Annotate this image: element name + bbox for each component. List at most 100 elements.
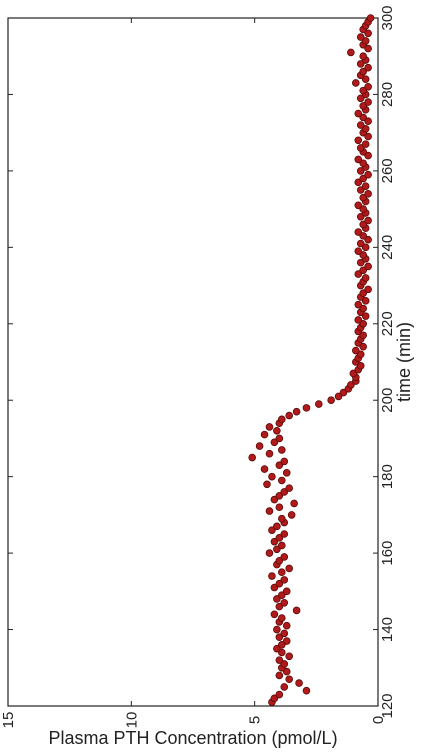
data-point (268, 472, 276, 481)
x-axis-title: time (min) (394, 322, 414, 402)
data-point (354, 178, 363, 187)
data-point (359, 205, 368, 213)
data-point (347, 381, 355, 389)
x-tick-label: 160 (379, 541, 396, 566)
data-point (354, 109, 363, 118)
x-tick-label: 300 (379, 5, 396, 30)
data-point (295, 679, 303, 687)
data-point (364, 29, 372, 38)
x-tick-label: 120 (379, 693, 396, 718)
data-point (356, 94, 365, 103)
data-point (314, 400, 323, 408)
data-point (364, 132, 372, 141)
data-point (302, 404, 311, 412)
data-point (277, 476, 286, 485)
data-point (361, 75, 370, 83)
data-point (361, 182, 370, 190)
x-tick-label: 200 (379, 388, 396, 413)
x-tick-label: 180 (379, 464, 396, 489)
data-point (354, 136, 363, 145)
data-point (285, 675, 294, 684)
data-point (356, 186, 365, 194)
data-point (273, 595, 281, 603)
data-point (277, 568, 286, 577)
data-point (275, 491, 284, 500)
data-point (265, 507, 274, 515)
data-point (265, 423, 274, 431)
data-point (275, 461, 284, 470)
data-point (364, 285, 372, 294)
data-point (361, 125, 370, 133)
data-point (285, 564, 294, 573)
data-point (359, 220, 368, 229)
data-point (354, 228, 363, 236)
data-point (356, 212, 365, 221)
data-point (275, 503, 284, 512)
data-point (292, 407, 301, 416)
data-point (280, 457, 289, 466)
data-point (275, 434, 284, 443)
x-tick-label: 260 (379, 158, 396, 183)
data-point (273, 644, 281, 653)
data-point (361, 297, 370, 305)
data-point (280, 488, 289, 496)
y-tick-label: 5 (247, 716, 264, 724)
data-points (248, 14, 375, 706)
data-point (273, 625, 281, 634)
data-point (354, 201, 363, 210)
data-point (359, 193, 368, 202)
data-point (359, 266, 368, 275)
data-point (275, 556, 284, 565)
data-point (277, 415, 286, 424)
data-point (354, 155, 363, 164)
data-point (359, 319, 368, 328)
data-point (275, 534, 284, 542)
data-point (334, 392, 343, 401)
data-point (275, 579, 284, 588)
x-tick-label: 220 (379, 311, 396, 336)
x-tick-label: 140 (379, 617, 396, 642)
data-point (263, 480, 271, 489)
data-point (347, 48, 355, 57)
data-point (364, 216, 372, 225)
data-point (287, 511, 296, 519)
data-point (364, 262, 372, 271)
data-point (277, 446, 286, 454)
data-point (268, 526, 276, 534)
data-point (285, 484, 294, 492)
data-point (356, 60, 365, 68)
data-point (356, 239, 365, 248)
data-point (364, 170, 372, 179)
data-point (361, 312, 370, 320)
x-axis-ticks: 120 140 160 180 200 220 240 260 280 300 (8, 5, 396, 719)
data-point (359, 331, 368, 340)
data-point (359, 52, 368, 61)
data-point (359, 102, 368, 110)
data-point (364, 151, 372, 160)
data-point (270, 495, 279, 504)
data-point (356, 121, 365, 129)
data-point (364, 190, 372, 198)
data-point (359, 251, 368, 259)
data-point (359, 67, 368, 76)
data-point (280, 530, 289, 538)
data-point (248, 453, 257, 462)
data-point (364, 117, 372, 125)
data-point (273, 522, 281, 531)
y-tick-label: 10 (123, 712, 140, 729)
x-tick-label: 240 (379, 235, 396, 260)
data-point (351, 346, 360, 355)
data-point (302, 686, 311, 695)
data-point (349, 369, 358, 378)
data-point (280, 629, 289, 638)
data-point (354, 300, 363, 309)
data-point (277, 514, 286, 523)
data-point (277, 641, 286, 649)
y-axis-title: Plasma PTH Concentration (pmol/L) (48, 728, 337, 748)
data-point (285, 652, 294, 661)
data-point (282, 667, 291, 676)
data-point (277, 541, 286, 550)
data-point (292, 606, 301, 615)
data-point (356, 167, 365, 175)
